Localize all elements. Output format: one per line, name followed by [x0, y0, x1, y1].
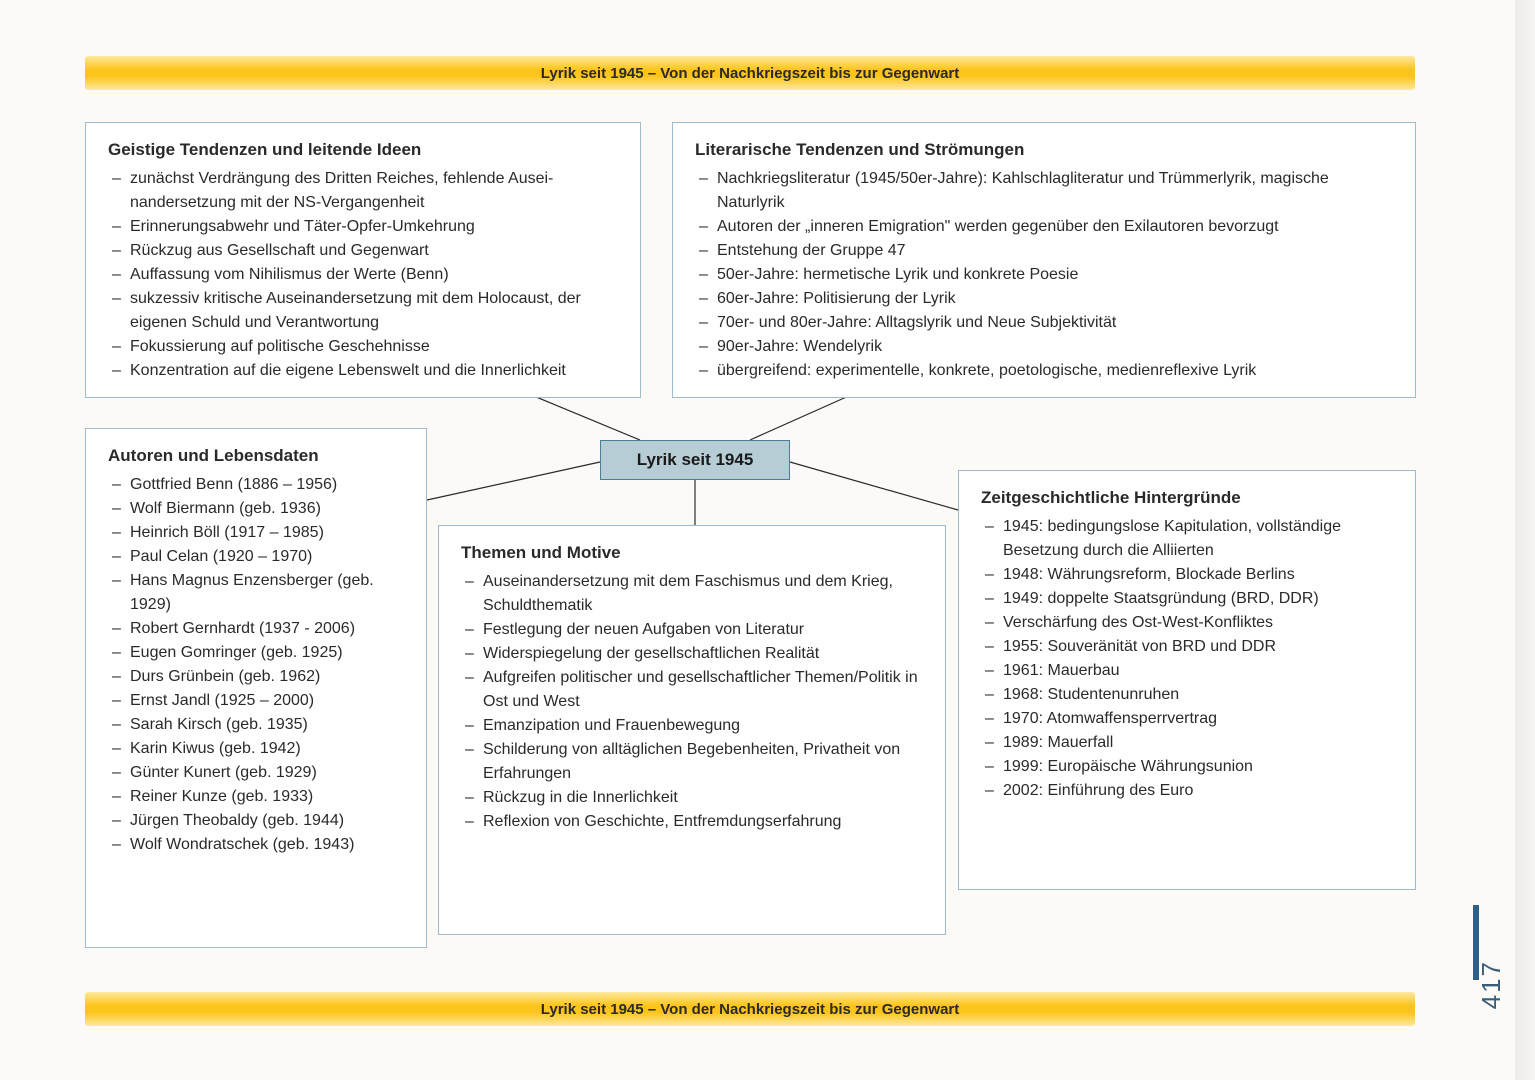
list-item: 2002: Einführung des Euro — [981, 779, 1397, 803]
box-zeitgeschichte: Zeitgeschichtliche Hintergründe 1945: be… — [958, 470, 1416, 890]
list-item: Schilderung von alltäglichen Begebenheit… — [461, 738, 927, 786]
list-item: 1968: Studentenunruhen — [981, 683, 1397, 707]
box-title: Autoren und Lebensdaten — [108, 443, 408, 469]
box-list: Auseinandersetzung mit dem Faschismus un… — [461, 570, 927, 834]
box-themen: Themen und Motive Auseinandersetzung mit… — [438, 525, 946, 935]
list-item: Autoren der „inneren Emigration" werden … — [695, 215, 1397, 239]
page-edge-shadow — [1515, 0, 1535, 1080]
list-item: Fokussierung auf politische Geschehnisse — [108, 335, 622, 359]
list-item: Jürgen Theobaldy (geb. 1944) — [108, 809, 408, 833]
list-item: 1999: Europäische Währungsunion — [981, 755, 1397, 779]
list-item: 50er-Jahre: hermetische Lyrik und konkre… — [695, 263, 1397, 287]
list-item: 1970: Atomwaffensperrvertrag — [981, 707, 1397, 731]
list-item: Nachkriegsliteratur (1945/50er-Jahre): K… — [695, 167, 1397, 215]
list-item: übergreifend: experimentelle, konkrete, … — [695, 359, 1397, 383]
list-item: Verschärfung des Ost-West-Konfliktes — [981, 611, 1397, 635]
list-item: Paul Celan (1920 – 1970) — [108, 545, 408, 569]
list-item: Robert Gernhardt (1937 - 2006) — [108, 617, 408, 641]
list-item: 60er-Jahre: Politisierung der Lyrik — [695, 287, 1397, 311]
list-item: Emanzipation und Frauenbewegung — [461, 714, 927, 738]
page-root: Lyrik seit 1945 – Von der Nachkriegszeit… — [0, 0, 1535, 1080]
list-item: Wolf Wondratschek (geb. 1943) — [108, 833, 408, 857]
central-node: Lyrik seit 1945 — [600, 440, 790, 480]
list-item: 1989: Mauerfall — [981, 731, 1397, 755]
list-item: 1955: Souveränität von BRD und DDR — [981, 635, 1397, 659]
list-item: 70er- und 80er-Jahre: Alltagslyrik und N… — [695, 311, 1397, 335]
list-item: 1961: Mauerbau — [981, 659, 1397, 683]
box-title: Geistige Tendenzen und leitende Ideen — [108, 137, 622, 163]
box-list: 1945: bedingungslose Kapitulation, voll­… — [981, 515, 1397, 803]
box-title: Themen und Motive — [461, 540, 927, 566]
list-item: Auseinandersetzung mit dem Faschismus un… — [461, 570, 927, 618]
list-item: Aufgreifen politischer und gesellschaftl… — [461, 666, 927, 714]
list-item: Sarah Kirsch (geb. 1935) — [108, 713, 408, 737]
list-item: Reiner Kunze (geb. 1933) — [108, 785, 408, 809]
list-item: Wolf Biermann (geb. 1936) — [108, 497, 408, 521]
list-item: Rückzug aus Gesellschaft und Gegenwart — [108, 239, 622, 263]
list-item: Konzentration auf die eigene Lebenswelt … — [108, 359, 622, 383]
list-item: zunächst Verdrängung des Dritten Reiches… — [108, 167, 622, 215]
list-item: Günter Kunert (geb. 1929) — [108, 761, 408, 785]
list-item: 1948: Währungsreform, Blockade Berlins — [981, 563, 1397, 587]
list-item: Entstehung der Gruppe 47 — [695, 239, 1397, 263]
list-item: Erinnerungsabwehr und Täter-Opfer-Umkehr… — [108, 215, 622, 239]
list-item: Reflexion von Geschichte, Entfremdungser… — [461, 810, 927, 834]
box-autoren: Autoren und Lebensdaten Gottfried Benn (… — [85, 428, 427, 948]
banner-top: Lyrik seit 1945 – Von der Nachkriegszeit… — [85, 56, 1415, 90]
list-item: 1945: bedingungslose Kapitulation, voll­… — [981, 515, 1397, 563]
list-item: Eugen Gomringer (geb. 1925) — [108, 641, 408, 665]
list-item: Widerspiegelung der gesellschaftlichen R… — [461, 642, 927, 666]
list-item: Karin Kiwus (geb. 1942) — [108, 737, 408, 761]
list-item: Ernst Jandl (1925 – 2000) — [108, 689, 408, 713]
list-item: Festlegung der neuen Aufgaben von Litera… — [461, 618, 927, 642]
list-item: sukzessiv kritische Auseinandersetzung m… — [108, 287, 622, 335]
box-title: Zeitgeschichtliche Hintergründe — [981, 485, 1397, 511]
list-item: 90er-Jahre: Wendelyrik — [695, 335, 1397, 359]
box-list: Gottfried Benn (1886 – 1956)Wolf Bierman… — [108, 473, 408, 857]
list-item: Heinrich Böll (1917 – 1985) — [108, 521, 408, 545]
list-item: Gottfried Benn (1886 – 1956) — [108, 473, 408, 497]
banner-bottom: Lyrik seit 1945 – Von der Nachkriegszeit… — [85, 992, 1415, 1026]
list-item: Hans Magnus Enzensberger (geb. 1929) — [108, 569, 408, 617]
page-number: 417 — [1476, 960, 1507, 1009]
box-list: zunächst Verdrängung des Dritten Reiches… — [108, 167, 622, 383]
box-geistige-tendenzen: Geistige Tendenzen und leitende Ideen zu… — [85, 122, 641, 398]
box-literarische-tendenzen: Literarische Tendenzen und Strömungen Na… — [672, 122, 1416, 398]
list-item: Auffassung vom Nihilismus der Werte (Ben… — [108, 263, 622, 287]
side-tab — [1473, 905, 1479, 980]
list-item: 1949: doppelte Staatsgründung (BRD, DDR) — [981, 587, 1397, 611]
box-list: Nachkriegsliteratur (1945/50er-Jahre): K… — [695, 167, 1397, 383]
list-item: Durs Grünbein (geb. 1962) — [108, 665, 408, 689]
list-item: Rückzug in die Innerlichkeit — [461, 786, 927, 810]
box-title: Literarische Tendenzen und Strömungen — [695, 137, 1397, 163]
